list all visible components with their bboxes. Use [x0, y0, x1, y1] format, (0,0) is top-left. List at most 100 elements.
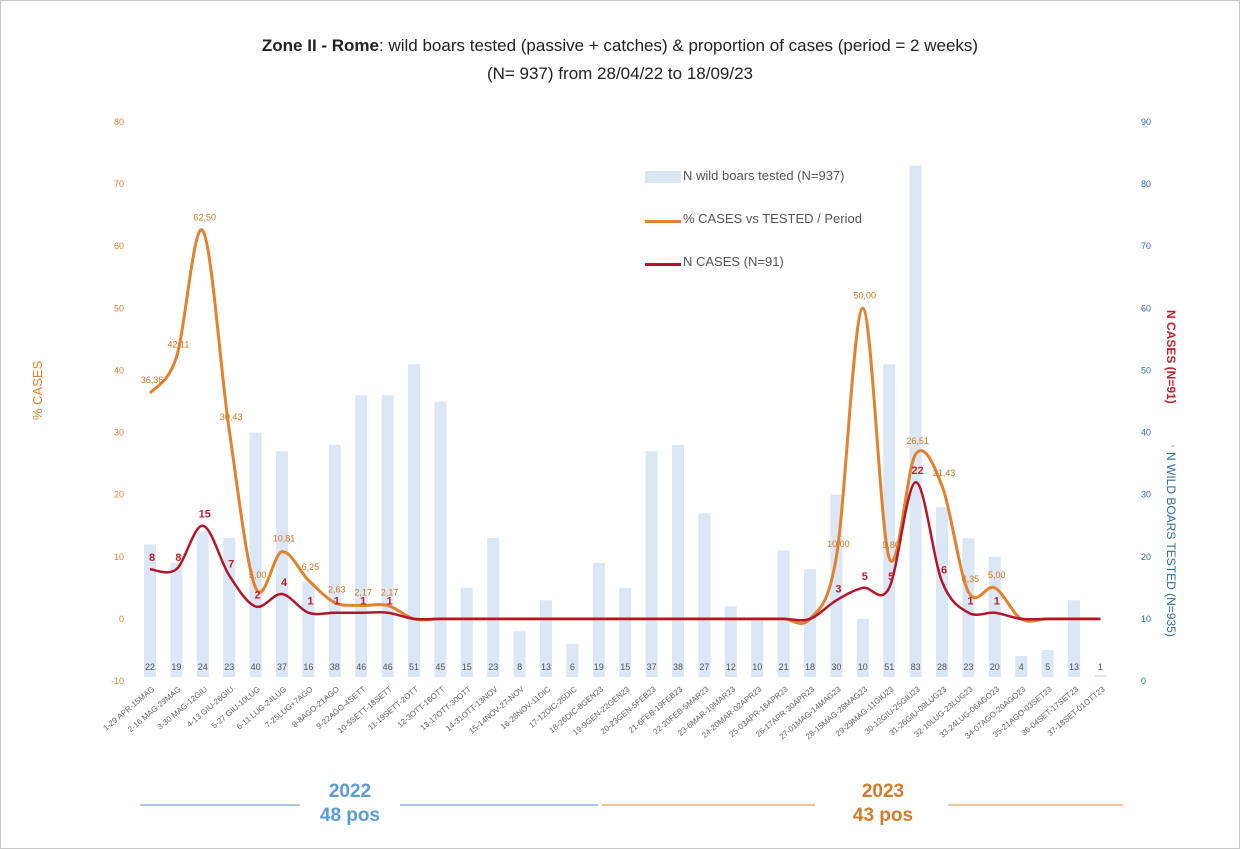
bar-value-label: 23	[224, 662, 234, 672]
pct-data-label: 9,80	[882, 540, 900, 550]
bar-value-label: 46	[383, 662, 393, 672]
legend-swatch-cases	[645, 263, 681, 266]
bar	[249, 432, 262, 677]
pct-data-label: 36,36	[141, 375, 164, 385]
cases-data-label: 1	[360, 596, 366, 608]
bar-value-label: 23	[963, 662, 973, 672]
pct-data-label: 4,35	[962, 574, 980, 584]
chart-title-rest: : wild boars tested (passive + catches) …	[379, 36, 979, 55]
right-axis-tick-label: 10	[1141, 614, 1151, 624]
bar	[777, 550, 790, 677]
bar	[698, 513, 711, 677]
left-axis-tick-label: 30	[114, 428, 124, 438]
cases-data-label: 22	[911, 465, 923, 477]
bar	[1015, 656, 1028, 677]
pct-cases-line	[148, 228, 1101, 625]
bar	[460, 587, 473, 677]
legend-swatch-bars	[645, 171, 681, 183]
pct-data-label: 30,43	[220, 412, 243, 422]
pct-data-label: 5,00	[988, 570, 1006, 580]
right-axis-tick-label: 30	[1141, 490, 1151, 500]
year-2022-positives: 48 pos	[319, 805, 381, 826]
legend-swatch-pct	[645, 220, 681, 223]
cases-data-label: 5	[888, 571, 894, 583]
bar-value-label: 40	[251, 662, 261, 672]
n-cases-line	[149, 480, 1101, 622]
bar	[170, 562, 183, 677]
cases-data-label: 1	[387, 596, 393, 608]
pct-data-label: 21,43	[933, 468, 956, 478]
right-axis-tick-label: 80	[1141, 179, 1151, 189]
bar-value-label: 15	[462, 662, 472, 672]
bar	[355, 395, 368, 677]
left-axis-tick-label: 40	[114, 365, 124, 375]
year-2022-line-right	[400, 804, 598, 806]
left-axis-tick-label: 0	[119, 614, 124, 624]
right-axis-tick-label: 40	[1141, 428, 1151, 438]
right-axis-title-separator: -	[1171, 440, 1175, 452]
left-axis-tick-label: 20	[114, 490, 124, 500]
year-2022: 2022	[328, 781, 372, 802]
bar-value-label: 13	[541, 662, 551, 672]
right-axis-title-tested: N WILD BOARS TESTED (N=935)	[1164, 452, 1178, 637]
year-2023: 2023	[861, 781, 905, 802]
bar-value-label: 28	[937, 662, 947, 672]
bar	[962, 538, 975, 677]
bar-value-label: 83	[911, 662, 921, 672]
bar-value-label: 51	[409, 662, 419, 672]
bar	[1094, 674, 1107, 677]
bar-value-label: 23	[488, 662, 498, 672]
bar	[276, 451, 288, 677]
bar-value-label: 20	[990, 662, 1000, 672]
bar-value-label: 12	[726, 662, 736, 672]
legend-label-pct: % CASES vs TESTED / Period	[683, 211, 862, 226]
year-2022-label: 2022 48 pos	[300, 780, 400, 828]
left-axis-title: % CASES	[30, 360, 45, 420]
bar	[434, 401, 447, 677]
bar	[408, 364, 420, 677]
bar	[223, 538, 236, 677]
legend-label-bars: N wild boars tested (N=937)	[683, 168, 845, 183]
left-axis-tick-label: -10	[111, 676, 124, 686]
bar-value-label: 19	[171, 662, 181, 672]
bar	[909, 165, 922, 677]
bar	[513, 631, 526, 677]
bar-value-label: 8	[517, 662, 522, 672]
cases-data-label: 1	[994, 596, 1000, 608]
right-axis-tick-label: 70	[1141, 241, 1151, 251]
bar	[645, 451, 658, 677]
bar-value-label: 22	[145, 662, 155, 672]
bar	[804, 569, 816, 677]
right-axis-tick-label: 20	[1141, 552, 1151, 562]
bar-value-label: 38	[673, 662, 683, 672]
year-2023-line-left	[602, 804, 815, 806]
right-axis-tick-label: 50	[1141, 365, 1151, 375]
bar-value-label: 45	[435, 662, 445, 672]
bar-value-label: 4	[1019, 662, 1024, 672]
bar	[487, 538, 500, 677]
cases-data-label: 2	[255, 589, 261, 601]
chart-title-bold: Zone II - Rome	[261, 36, 380, 55]
bar-value-label: 1	[1098, 662, 1103, 672]
pct-data-label: 10,81	[273, 534, 296, 544]
bar-value-label: 18	[805, 662, 815, 672]
cases-data-label: 8	[175, 552, 181, 564]
pct-data-label: 62,50	[194, 213, 217, 223]
chart-title: Zone II - Rome: wild boars tested (passi…	[0, 36, 1240, 56]
bar	[724, 606, 737, 677]
cases-data-label: 1	[334, 596, 340, 608]
left-axis-tick-label: 60	[114, 241, 124, 251]
bar-value-label: 10	[858, 662, 868, 672]
pct-data-label: 2,17	[354, 587, 372, 597]
year-2023-positives: 43 pos	[852, 805, 914, 826]
cases-data-label: 1	[967, 596, 973, 608]
bar	[381, 395, 394, 677]
pct-data-label: 26,51	[906, 436, 929, 446]
bar	[328, 444, 341, 677]
cases-data-label: 7	[228, 558, 234, 570]
bar-value-label: 10	[752, 662, 762, 672]
left-axis-tick-label: 50	[114, 303, 124, 313]
bar-value-label: 6	[570, 662, 575, 672]
bar-value-label: 46	[356, 662, 366, 672]
